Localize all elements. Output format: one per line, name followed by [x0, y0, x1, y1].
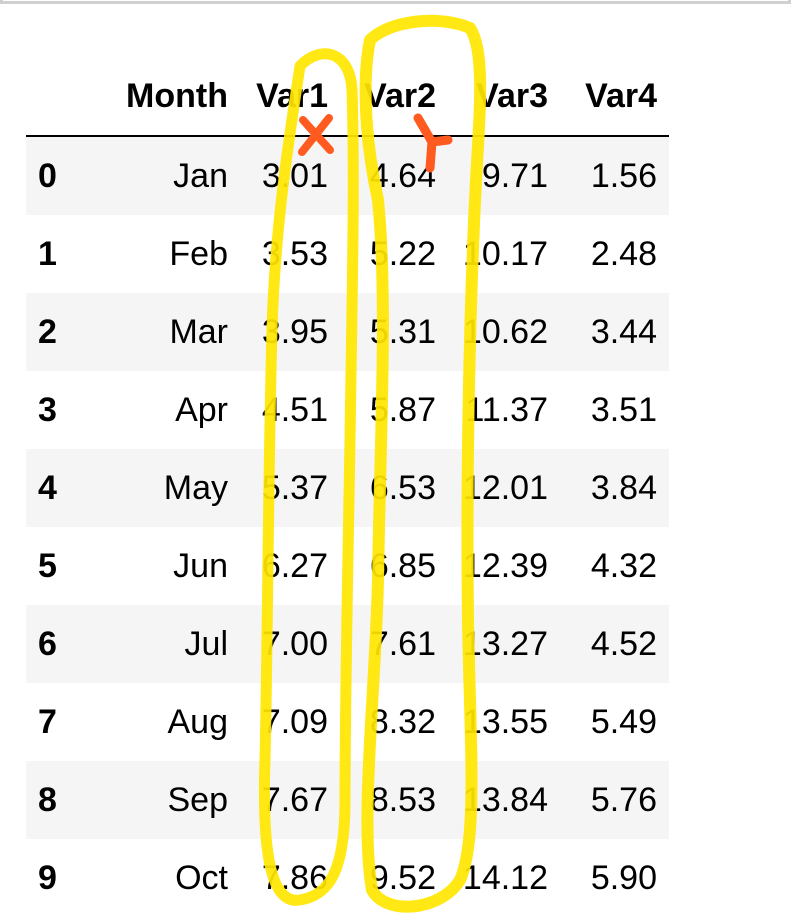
- header-var2: Var2: [340, 57, 448, 137]
- cell-var1: 3.01: [261, 157, 328, 195]
- cell-var3: 10.62: [462, 313, 548, 351]
- row-index: 4: [38, 469, 57, 507]
- table-row: 3 Apr 4.51 5.87 11.37 3.51: [26, 371, 669, 449]
- cell-var2: 7.61: [369, 625, 436, 663]
- output-frame-border: [0, 0, 791, 4]
- cell-month: May: [163, 469, 228, 507]
- table-row: 4 May 5.37 6.53 12.01 3.84: [26, 449, 669, 527]
- cell-var4: 3.51: [590, 391, 657, 429]
- table-header-row: Month Var1 Var2 Var3 Var4: [26, 57, 669, 137]
- table-row: 5 Jun 6.27 6.85 12.39 4.32: [26, 527, 669, 605]
- header-month: Month: [100, 57, 240, 137]
- header-var1: Var1: [240, 57, 340, 137]
- row-index: 5: [38, 547, 57, 585]
- cell-month: Feb: [169, 235, 228, 273]
- cell-var4: 5.90: [590, 859, 657, 897]
- cell-var3: 13.84: [462, 781, 548, 819]
- cell-var4: 2.48: [590, 235, 657, 273]
- table-row: 7 Aug 7.09 8.32 13.55 5.49: [26, 683, 669, 761]
- cell-month: Aug: [167, 703, 229, 741]
- row-index: 9: [38, 859, 57, 897]
- cell-var1: 5.37: [261, 469, 328, 507]
- cell-var1: 4.51: [261, 391, 328, 429]
- table-row: 6 Jul 7.00 7.61 13.27 4.52: [26, 605, 669, 683]
- header-index: [26, 57, 100, 137]
- cell-var1: 3.95: [261, 313, 328, 351]
- row-index: 6: [38, 625, 57, 663]
- cell-var2: 8.32: [369, 703, 436, 741]
- row-index: 1: [38, 235, 57, 273]
- cell-month: Mar: [169, 313, 228, 351]
- cell-var2: 5.22: [369, 235, 436, 273]
- row-index: 8: [38, 781, 57, 819]
- cell-var4: 5.49: [590, 703, 657, 741]
- cell-var3: 14.12: [462, 859, 548, 897]
- dataframe-table: Month Var1 Var2 Var3 Var4 0 Jan 3.01 4.6…: [26, 57, 669, 917]
- cell-var2: 9.52: [369, 859, 436, 897]
- cell-var2: 4.64: [369, 157, 436, 195]
- cell-var3: 10.17: [462, 235, 548, 273]
- cell-var3: 11.37: [465, 391, 548, 429]
- table-row: 9 Oct 7.86 9.52 14.12 5.90: [26, 839, 669, 917]
- cell-month: Jan: [173, 157, 228, 195]
- row-index: 2: [38, 313, 57, 351]
- table-row: 8 Sep 7.67 8.53 13.84 5.76: [26, 761, 669, 839]
- cell-month: Apr: [175, 391, 228, 429]
- cell-var2: 6.85: [369, 547, 436, 585]
- cell-var4: 4.52: [590, 625, 657, 663]
- row-index: 7: [38, 703, 57, 741]
- cell-var1: 7.67: [261, 781, 328, 819]
- table-row: 1 Feb 3.53 5.22 10.17 2.48: [26, 215, 669, 293]
- cell-var3: 12.39: [462, 547, 548, 585]
- cell-var1: 7.86: [261, 859, 328, 897]
- cell-var4: 3.84: [590, 469, 657, 507]
- cell-var4: 4.32: [590, 547, 657, 585]
- cell-var1: 6.27: [261, 547, 328, 585]
- cell-var1: 7.09: [261, 703, 328, 741]
- header-var3: Var3: [448, 57, 560, 137]
- row-index: 3: [38, 391, 57, 429]
- cell-var4: 3.44: [590, 313, 657, 351]
- cell-month: Jul: [184, 625, 228, 663]
- cell-var2: 5.31: [369, 313, 436, 351]
- cell-var1: 3.53: [261, 235, 328, 273]
- cell-var3: 13.55: [462, 703, 548, 741]
- cell-var3: 13.27: [462, 625, 548, 663]
- cell-month: Sep: [167, 781, 229, 819]
- cell-month: Oct: [175, 859, 228, 897]
- cell-var2: 5.87: [369, 391, 436, 429]
- table-row: 0 Jan 3.01 4.64 9.71 1.56: [26, 136, 669, 215]
- cell-var1: 7.00: [261, 625, 328, 663]
- row-index: 0: [38, 157, 57, 195]
- cell-var2: 6.53: [369, 469, 436, 507]
- cell-var3: 12.01: [462, 469, 548, 507]
- cell-var2: 8.53: [369, 781, 436, 819]
- table-row: 2 Mar 3.95 5.31 10.62 3.44: [26, 293, 669, 371]
- cell-var4: 5.76: [590, 781, 657, 819]
- cell-var3: 9.71: [481, 157, 548, 195]
- header-var4: Var4: [560, 57, 669, 137]
- cell-month: Jun: [173, 547, 228, 585]
- cell-var4: 1.56: [590, 157, 657, 195]
